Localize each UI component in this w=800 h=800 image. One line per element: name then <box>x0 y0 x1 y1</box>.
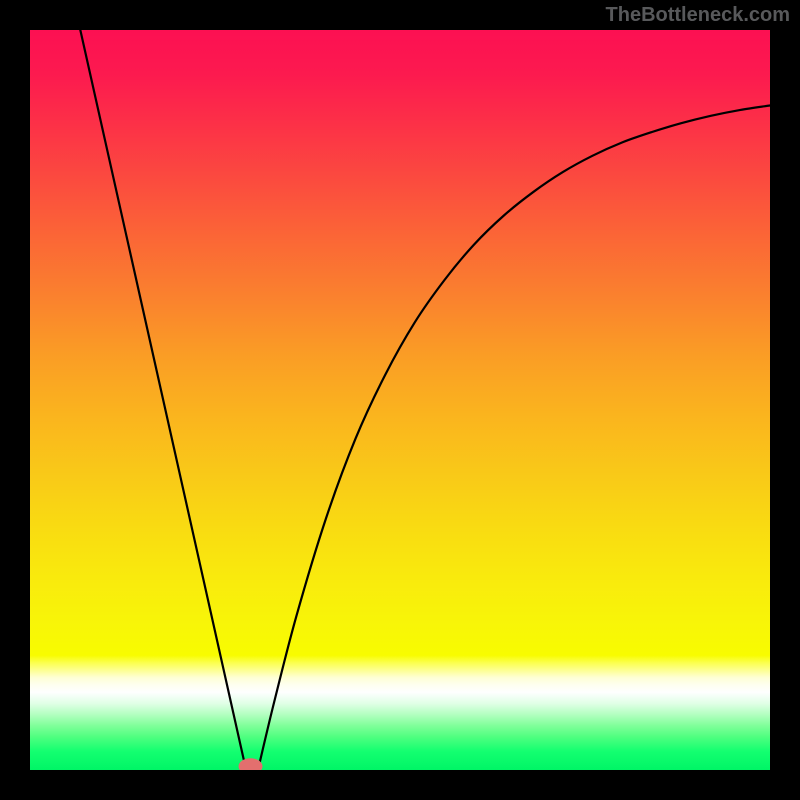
plot-frame <box>30 30 770 770</box>
gradient-background <box>30 30 770 770</box>
bottleneck-chart <box>30 30 770 770</box>
attribution-text: TheBottleneck.com <box>606 4 790 27</box>
chart-container: TheBottleneck.com <box>0 0 800 800</box>
